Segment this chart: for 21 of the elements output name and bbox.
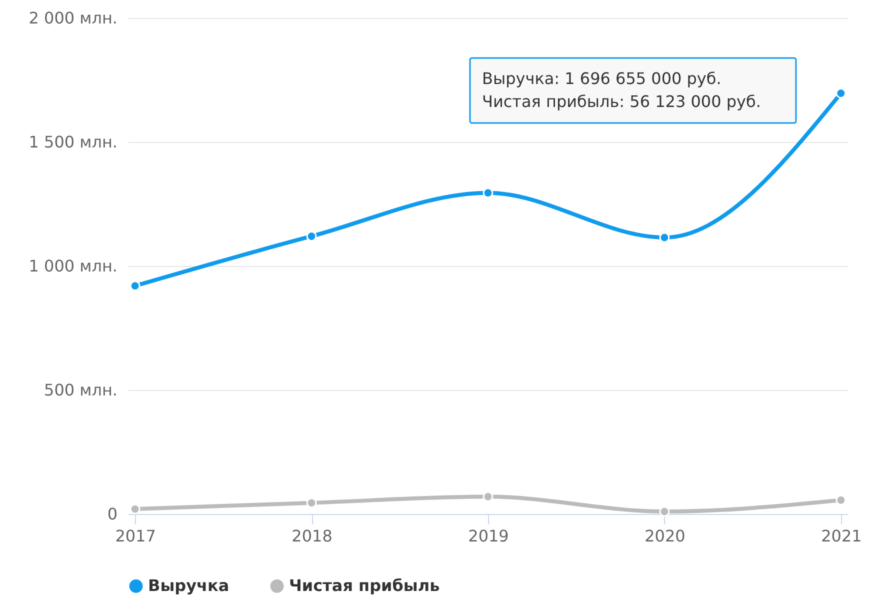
point [130, 504, 140, 514]
legend-label: Выручка [148, 576, 230, 596]
point [482, 491, 494, 502]
legend-label: Чистая прибыль [289, 576, 440, 596]
x-tick-label: 2020 [644, 526, 686, 546]
point [659, 232, 670, 243]
y-tick-label: 0 [107, 504, 118, 524]
y-tick-label: 1 000 млн. [28, 256, 118, 276]
y-tick-label: 1 500 млн. [28, 132, 118, 152]
y-tick-label: 2 000 млн. [28, 8, 118, 28]
annotation: Выручка: 1 696 655 000 руб. [482, 69, 722, 88]
x-tick-label: 2019 [468, 526, 509, 546]
x-tick-label: 2021 [821, 526, 862, 546]
x-tick-label: 2017 [115, 526, 156, 546]
x-tick-label: 2018 [292, 526, 332, 546]
point [836, 88, 846, 98]
y-tick-label: 500 млн. [44, 380, 118, 400]
annotation: Чистая прибыль: 56 123 000 руб. [482, 92, 761, 111]
point [306, 231, 317, 242]
point [836, 494, 846, 506]
point [659, 506, 670, 517]
